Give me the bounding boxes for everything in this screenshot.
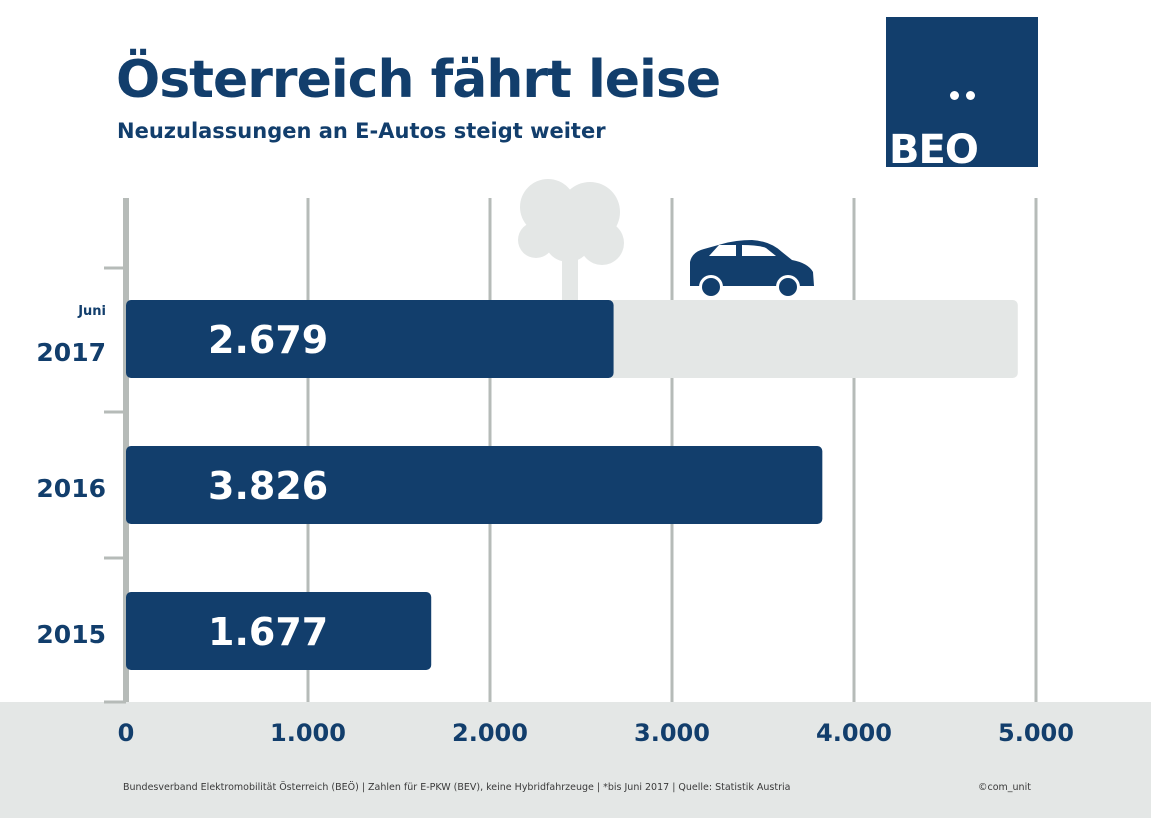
x-tick-label-5: 5.000 <box>998 719 1074 747</box>
bar-value-label-2017: 2.679 <box>208 318 328 362</box>
footer-source: Bundesverband Elektromobilität Österreic… <box>123 782 791 793</box>
category-label-2016: 2016 <box>36 474 106 503</box>
logo-umlaut-dots <box>950 91 976 101</box>
tree-icon <box>518 179 624 302</box>
bar-2017 <box>126 300 614 378</box>
beo-logo: BEO <box>886 17 1038 173</box>
bar-value-label-2015: 1.677 <box>208 610 328 654</box>
x-tick-label-2: 2.000 <box>452 719 528 747</box>
axis-band <box>0 702 1151 818</box>
category-label-2017: 2017 <box>36 338 106 367</box>
logo-text: BEO <box>889 127 979 173</box>
chart-subtitle: Neuzulassungen an E-Autos steigt weiter <box>117 119 606 143</box>
x-tick-label-1: 1.000 <box>270 719 346 747</box>
bar-value-label-2016: 3.826 <box>208 464 328 508</box>
x-tick-label-3: 3.000 <box>634 719 710 747</box>
car-icon <box>690 240 814 299</box>
bar-2016 <box>126 446 823 524</box>
x-tick-label-4: 4.000 <box>816 719 892 747</box>
category-note-2017: Juni <box>77 304 106 319</box>
category-label-2015: 2015 <box>36 620 106 649</box>
footer-credit: ©com_unit <box>978 782 1031 793</box>
chart-title: Österreich fährt leise <box>116 50 721 110</box>
bar-2015 <box>126 592 432 670</box>
x-tick-label-0: 0 <box>118 719 135 747</box>
